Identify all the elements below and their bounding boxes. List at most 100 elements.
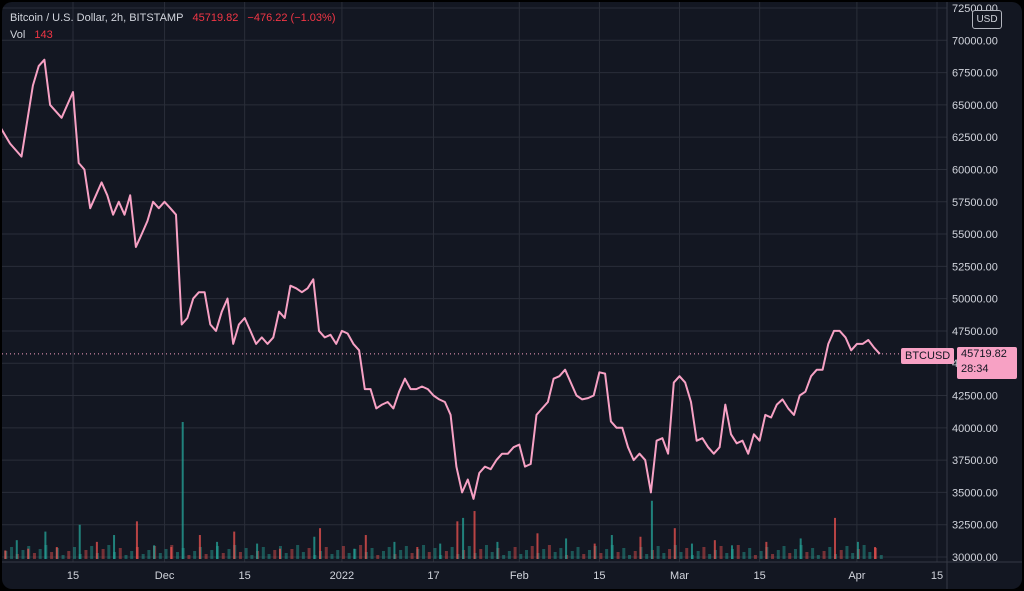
volume-bar [565, 538, 568, 559]
volume-bar [805, 552, 809, 559]
volume-bar [410, 553, 414, 559]
volume-bar [38, 549, 42, 559]
price-tick-label: 50000.00 [952, 294, 998, 306]
volume-bar [324, 547, 328, 559]
volume-bar [725, 553, 729, 559]
volume-bar [731, 545, 734, 559]
volume-bar [490, 552, 494, 559]
volume-bar [839, 550, 843, 559]
volume-label[interactable]: Vol [10, 29, 26, 41]
time-tick-label: Apr [848, 570, 865, 582]
volume-bar [175, 552, 179, 559]
currency-button[interactable]: USD [972, 10, 1002, 29]
volume-bar [736, 545, 740, 559]
volume-bar [559, 548, 563, 559]
volume-bar [95, 541, 98, 559]
volume-bar [273, 550, 277, 559]
volume-bar [393, 541, 396, 559]
volume-bar [278, 548, 281, 559]
volume-bar [673, 528, 676, 559]
volume-bar [776, 550, 780, 559]
time-axis[interactable]: 15 Dec 15 2022 17 Feb 15 Mar 15 Apr 15 [67, 570, 943, 582]
price-change: −476.22 (−1.03%) [247, 12, 336, 24]
volume-bar [198, 535, 201, 559]
volume-bar [656, 546, 660, 559]
last-price-tag: 45719.82 28:34 [957, 347, 1017, 379]
volume-bar [284, 553, 288, 559]
volume-bar [496, 541, 499, 559]
volume-bar [879, 555, 883, 559]
volume-bar [4, 550, 7, 559]
volume-bar [50, 552, 54, 559]
volume-bar [221, 553, 225, 559]
price-tick-label: 65000.00 [952, 100, 998, 112]
volume-bar [84, 550, 88, 559]
volume-bar [290, 549, 294, 559]
time-tick-label: 15 [239, 570, 251, 582]
last-price-value: 45719.82 [192, 12, 239, 24]
volume-bar [599, 553, 603, 559]
volume-bar [319, 528, 322, 559]
volume-bar [685, 548, 689, 559]
price-tick-label: 52500.00 [952, 261, 998, 273]
symbol-legend: Bitcoin / U.S. Dollar, 2h, BITSTAMP 4571… [10, 12, 342, 24]
volume-bar [811, 548, 815, 559]
volume-bar [719, 546, 723, 559]
volume-bar [353, 548, 356, 559]
volume-bar [359, 545, 363, 559]
volume-bar [479, 549, 483, 559]
time-tick-label: 17 [427, 570, 439, 582]
volume-bar [107, 545, 111, 559]
symbol-title[interactable]: Bitcoin / U.S. Dollar, 2h, BITSTAMP [10, 12, 184, 24]
volume-bar [164, 549, 168, 559]
volume-bar [610, 535, 613, 559]
time-tick-label: Mar [670, 570, 689, 582]
price-scale[interactable]: 72500.0070000.0067500.0065000.0062500.00… [952, 3, 998, 564]
volume-bar [261, 547, 265, 559]
volume-bar [576, 547, 580, 559]
volume-bar [702, 547, 706, 559]
volume-bar [193, 551, 197, 559]
volume-bar [467, 546, 471, 559]
volume-bar [336, 550, 340, 559]
volume-bar [793, 549, 797, 559]
price-line[interactable] [2, 58, 881, 500]
volume-bar [244, 548, 248, 559]
volume-bar [662, 553, 666, 559]
volume-bar [204, 554, 208, 559]
volume-bar [73, 547, 76, 559]
volume-bar [742, 552, 746, 559]
volume-bar [101, 549, 105, 559]
volume-bar [370, 548, 374, 559]
volume-bar [444, 551, 448, 559]
volume-bar [868, 552, 872, 559]
volume-bar [387, 547, 391, 559]
volume-bar [147, 550, 151, 559]
volume-bar [771, 554, 775, 559]
volume-bar [341, 546, 345, 559]
time-tick-label: 15 [593, 570, 605, 582]
time-tick-label: Feb [510, 570, 529, 582]
volume-bar [834, 517, 837, 559]
last-price-tag-value: 45719.82 [961, 348, 1007, 360]
volume-bar [513, 547, 517, 559]
time-tick-label: 15 [753, 570, 765, 582]
price-tick-label: 32500.00 [952, 520, 998, 532]
volume-bar [15, 540, 18, 559]
volume-bar [622, 548, 626, 559]
volume-bar [668, 549, 672, 559]
volume-bar [851, 553, 855, 559]
volume-bar [713, 540, 716, 559]
volume-bar [759, 551, 763, 559]
price-tick-label: 35000.00 [952, 487, 998, 499]
volume-bar [330, 554, 334, 559]
volume-bar [44, 531, 47, 559]
volume-bar [828, 547, 832, 559]
volume-bar [633, 551, 637, 559]
volume-bar [124, 555, 128, 559]
price-tick-label: 57500.00 [952, 197, 998, 209]
symbol-tag: BTCUSD [901, 348, 955, 364]
volume-bar [582, 554, 586, 559]
volume-bar [570, 551, 574, 559]
